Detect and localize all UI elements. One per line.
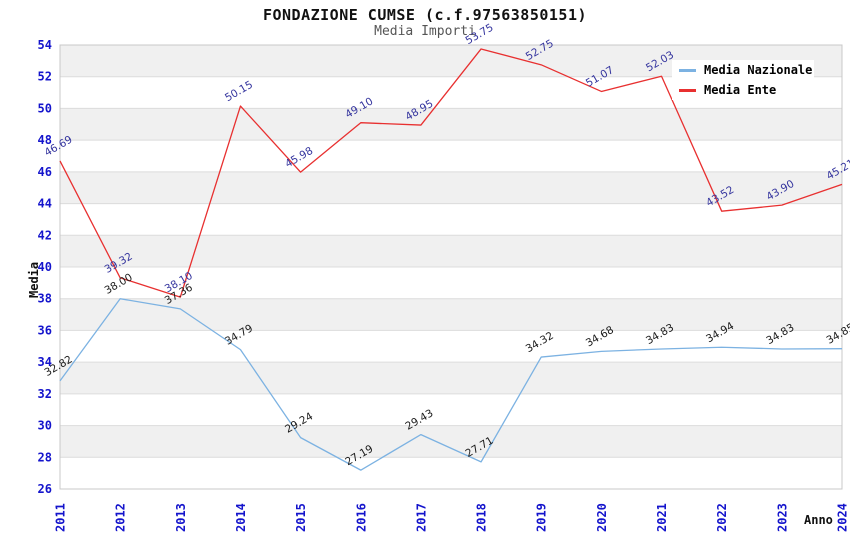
x-tick-label: 2012 <box>114 503 128 532</box>
plot-band <box>60 393 842 426</box>
point-value-label: 53.75 <box>464 22 496 47</box>
plot-band <box>60 425 842 458</box>
x-tick-label: 2022 <box>715 503 729 532</box>
plot-band <box>60 330 842 363</box>
y-tick-label: 52 <box>38 70 52 84</box>
y-tick-label: 32 <box>38 387 52 401</box>
legend-item-media-ente: Media Ente <box>672 82 814 98</box>
legend-label-media-ente: Media Ente <box>704 83 777 97</box>
plot-band <box>60 298 842 331</box>
media-ente-line <box>59 48 843 298</box>
y-tick-label: 44 <box>38 197 52 211</box>
x-tick-label: 2024 <box>836 503 850 532</box>
plot-band <box>60 108 842 141</box>
x-axis-title: Anno <box>804 513 833 527</box>
chart-subtitle: Media Importi <box>374 24 476 39</box>
x-tick-label: 2023 <box>775 503 789 532</box>
x-tick-label: 2016 <box>354 503 368 532</box>
x-tick-label: 2018 <box>475 503 489 532</box>
x-tick-label: 2011 <box>54 503 68 532</box>
plot-band <box>60 362 842 394</box>
y-tick-label: 48 <box>38 133 52 147</box>
media-ente-line-swatch-icon <box>679 88 696 92</box>
x-tick-label: 2021 <box>655 503 669 532</box>
x-tick-label: 2017 <box>414 503 428 532</box>
plot-band <box>60 235 842 267</box>
y-tick-label: 50 <box>38 101 52 115</box>
plot-band <box>60 457 842 489</box>
y-axis-title: Media <box>27 262 41 298</box>
media-nazionale-line-swatch-icon <box>679 68 696 72</box>
chart-title: FONDAZIONE CUMSE (c.f.97563850151) <box>262 6 588 24</box>
x-tick-label: 2014 <box>234 503 248 532</box>
x-tick-label: 2020 <box>595 503 609 532</box>
legend-item-media-nazionale: Media Nazionale <box>672 62 814 78</box>
y-tick-label: 54 <box>38 38 52 52</box>
chart-legend: Media Nazionale Media Ente <box>672 60 814 100</box>
plot-band <box>60 267 842 299</box>
y-tick-label: 46 <box>38 165 52 179</box>
y-tick-label: 40 <box>38 260 52 274</box>
x-tick-label: 2013 <box>174 503 188 532</box>
media-nazionale-line <box>59 298 843 471</box>
plot-border <box>59 44 843 490</box>
x-tick-label: 2019 <box>535 503 549 532</box>
x-tick-label: 2015 <box>294 503 308 532</box>
plot-band <box>60 140 842 172</box>
y-tick-label: 26 <box>38 482 52 496</box>
plot-band <box>60 203 842 236</box>
legend-label-media-nazionale: Media Nazionale <box>704 63 813 77</box>
y-tick-label: 30 <box>38 419 52 433</box>
y-tick-label: 36 <box>38 323 52 337</box>
y-tick-label: 42 <box>38 228 52 242</box>
y-tick-label: 38 <box>38 292 52 306</box>
y-tick-label: 28 <box>38 450 52 464</box>
y-tick-label: 34 <box>38 355 52 369</box>
